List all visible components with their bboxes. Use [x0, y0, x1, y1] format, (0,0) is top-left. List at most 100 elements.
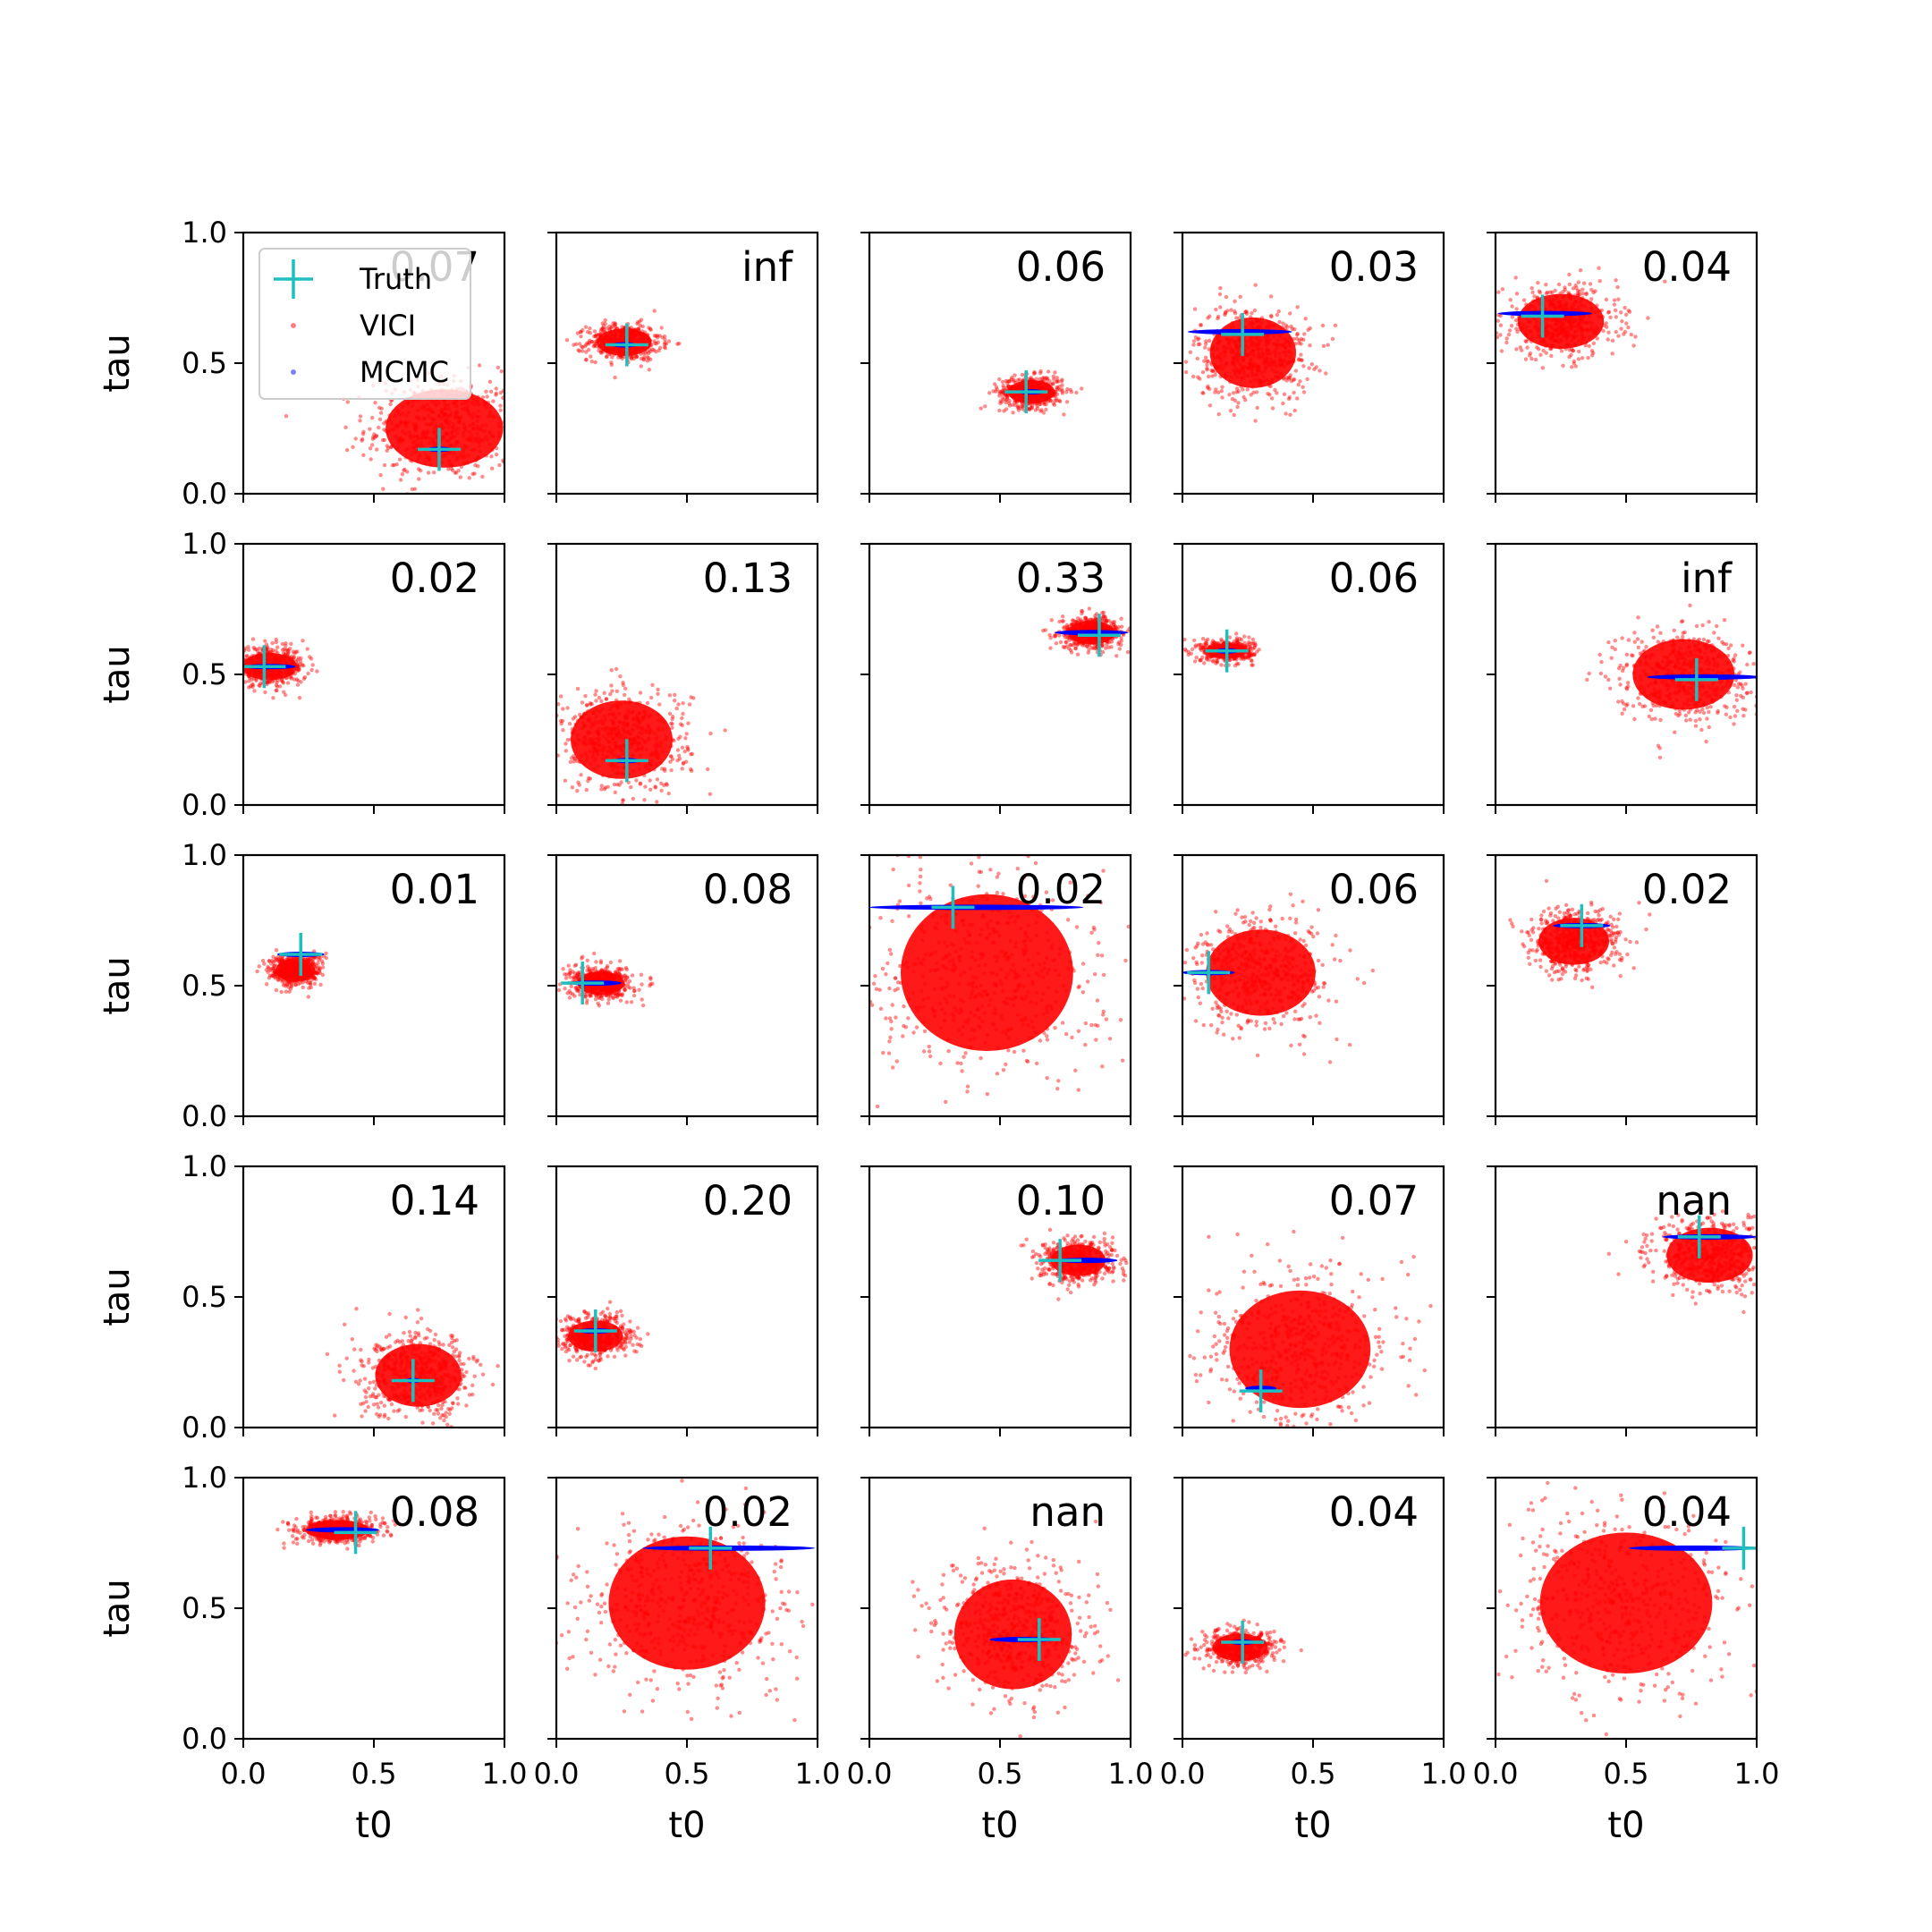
vici-point — [1093, 614, 1097, 618]
vici-point — [1663, 279, 1667, 284]
vici-point — [1544, 351, 1548, 355]
vici-point — [588, 701, 592, 706]
vici-point — [1590, 351, 1596, 355]
vici-point — [606, 784, 610, 789]
vici-point — [1291, 377, 1296, 382]
vici-point — [1301, 385, 1305, 389]
vici-point — [1307, 366, 1311, 370]
vici-point — [1553, 288, 1557, 292]
vici-point — [1078, 617, 1083, 622]
vici-point — [610, 324, 614, 329]
vici-point — [1247, 641, 1251, 646]
vici-point — [1047, 632, 1052, 638]
vici-point — [576, 780, 580, 784]
vici-point — [370, 415, 375, 420]
vici-point — [1092, 646, 1097, 650]
vici-point — [245, 654, 250, 658]
vici-point — [580, 327, 585, 333]
vici-point — [1604, 321, 1609, 326]
vici-point — [1288, 311, 1292, 316]
vici-point — [1060, 387, 1064, 392]
vici-point — [639, 356, 644, 361]
vici-point — [1300, 358, 1304, 362]
vici-point — [1223, 311, 1228, 316]
vici-point — [1589, 287, 1594, 292]
vici-point — [1072, 641, 1077, 646]
vici-point — [1587, 343, 1591, 349]
vici-point — [1060, 389, 1064, 394]
vici-point — [991, 389, 996, 394]
vici-point — [360, 432, 366, 436]
vici-point — [1069, 643, 1073, 648]
vici-point — [1196, 342, 1201, 347]
vici-point — [369, 457, 373, 462]
panel-metric-label: 0.06 — [1016, 243, 1106, 291]
vici-point — [398, 478, 403, 482]
vici-point — [1277, 319, 1282, 325]
vici-point — [1590, 353, 1595, 358]
vici-point — [609, 668, 614, 673]
vici-point — [1249, 649, 1254, 654]
vici-point — [1570, 347, 1574, 352]
vici-point — [1191, 374, 1196, 379]
vici-point — [1298, 379, 1302, 384]
plot-area — [1041, 606, 1131, 658]
vici-point — [1250, 658, 1254, 664]
vici-point — [372, 436, 377, 440]
vici-point — [628, 354, 632, 360]
vici-point — [680, 723, 684, 728]
vici-point — [685, 744, 690, 750]
vici-point — [1237, 316, 1242, 320]
vici-point — [564, 741, 568, 746]
vici-point — [1048, 398, 1053, 403]
vici-point — [619, 780, 623, 784]
vici-point — [1595, 336, 1600, 341]
vici-point — [480, 474, 485, 479]
vici-point — [1051, 374, 1056, 378]
vici-point — [594, 699, 598, 703]
vici-point — [669, 754, 674, 758]
vici-point — [1257, 648, 1261, 652]
vici-point — [1007, 398, 1012, 403]
vici-point — [426, 470, 431, 475]
panel-3: 0.06 — [860, 231, 1132, 503]
vici-point — [1004, 381, 1010, 386]
vici-point — [1051, 382, 1055, 386]
vici-point — [576, 348, 580, 352]
vici-point — [1504, 340, 1509, 345]
vici-point — [1318, 369, 1322, 373]
vici-point — [1241, 657, 1246, 662]
panel-7: 0.13 — [547, 542, 819, 814]
vici-point — [1252, 640, 1258, 646]
vici-point — [1571, 349, 1575, 353]
vici-point — [648, 778, 652, 783]
vici-point — [283, 692, 288, 698]
vici-point — [1114, 654, 1119, 658]
vici-point — [1084, 644, 1089, 648]
vici-point — [499, 369, 504, 374]
vici-point — [394, 462, 399, 467]
vici-point — [1204, 640, 1208, 646]
vici-point — [281, 651, 286, 656]
vici-point — [1306, 327, 1310, 332]
vici-point — [1545, 290, 1550, 294]
vici-point — [265, 680, 269, 685]
vici-point — [1250, 663, 1254, 667]
vici-point — [1004, 407, 1009, 411]
vici-point — [565, 706, 570, 710]
vici-point — [1208, 386, 1212, 392]
vici-point — [1054, 396, 1059, 401]
vici-point — [635, 320, 640, 325]
panel-2: inf — [547, 231, 819, 503]
vici-point — [1252, 645, 1257, 650]
vici-point — [629, 357, 634, 361]
vici-point — [594, 344, 598, 349]
vici-point — [390, 463, 395, 468]
vici-point — [1071, 618, 1076, 623]
vici-point — [494, 391, 498, 395]
vici-point — [1269, 313, 1274, 318]
vici-point — [1216, 314, 1221, 319]
vici-point — [1044, 376, 1049, 380]
vici-point — [1238, 294, 1242, 299]
vici-point — [1115, 627, 1120, 631]
